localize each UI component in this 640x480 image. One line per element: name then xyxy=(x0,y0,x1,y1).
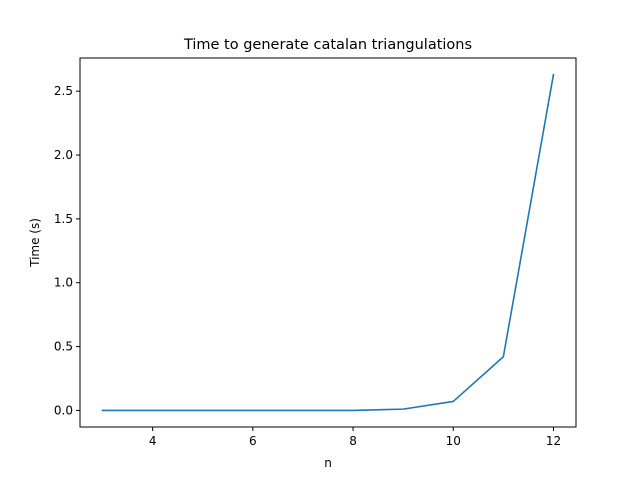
x-tick-label: 10 xyxy=(446,434,461,448)
x-tick-label: 6 xyxy=(249,434,257,448)
x-tick-label: 8 xyxy=(349,434,357,448)
x-axis-label: n xyxy=(324,456,332,470)
plot-area xyxy=(101,73,555,412)
x-tick-label: 4 xyxy=(149,434,157,448)
y-tick-label: 2.0 xyxy=(54,148,73,162)
y-tick-label: 0.0 xyxy=(54,403,73,417)
y-tick-label: 1.5 xyxy=(54,212,73,226)
series-line xyxy=(101,73,555,412)
x-axis: 4 6 8 10 12 xyxy=(149,427,561,448)
axes-frame xyxy=(79,57,577,428)
y-axis: 0.0 0.5 1.0 1.5 2.0 2.5 xyxy=(54,84,80,417)
y-tick-label: 2.5 xyxy=(54,84,73,98)
y-tick-label: 0.5 xyxy=(54,340,73,354)
y-axis-label: Time (s) xyxy=(28,218,42,268)
chart-title: Time to generate catalan triangulations xyxy=(183,37,472,53)
x-tick-label: 12 xyxy=(546,434,561,448)
y-tick-label: 1.0 xyxy=(54,276,73,290)
